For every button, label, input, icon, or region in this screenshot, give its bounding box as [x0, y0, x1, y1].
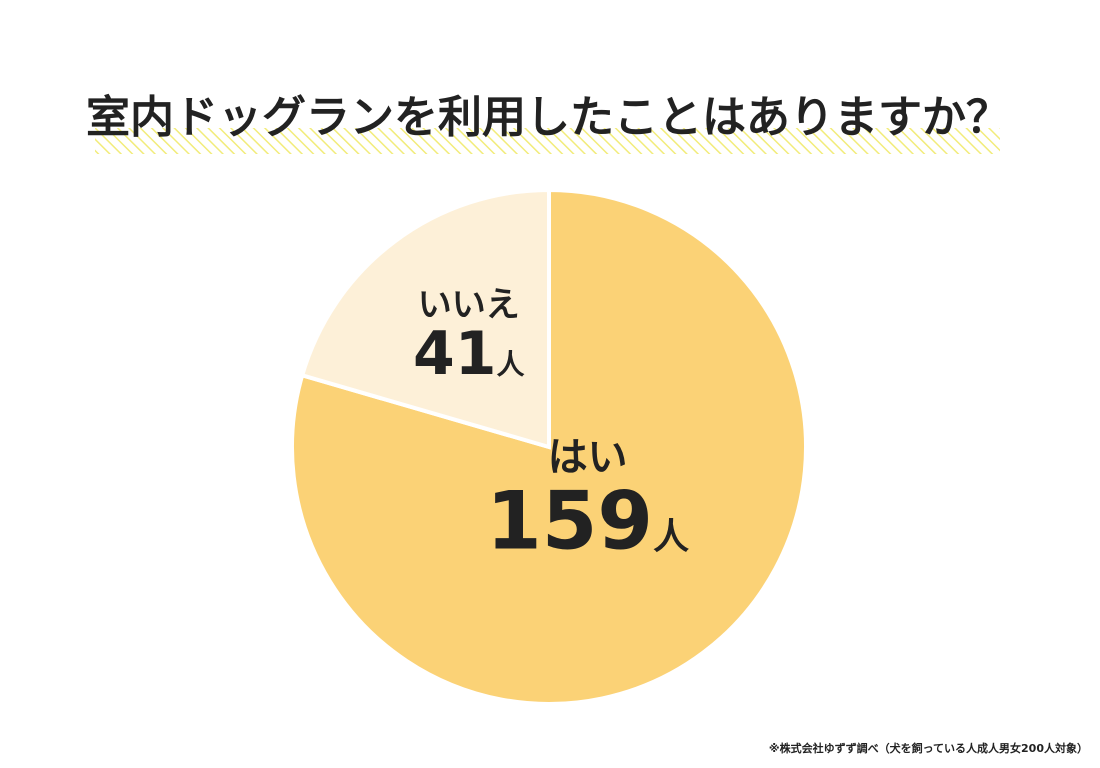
slice-label: 159人 — [486, 474, 689, 567]
slice-category: はい — [548, 434, 628, 480]
slice-category: いいえ — [418, 285, 520, 325]
footnote: ※株式会社ゆずず調べ（犬を飼っている人成人男女200人対象） — [769, 741, 1088, 755]
slice-label: 41人 — [413, 319, 525, 389]
slice-unit: 人 — [497, 348, 525, 381]
pie-slice — [299, 187, 551, 450]
slice-unit: 人 — [653, 516, 689, 557]
title-highlight — [95, 128, 1000, 154]
chart-title: 室内ドッグランを利用したことはありますか？ — [86, 92, 1010, 143]
slice-value: 41 — [413, 319, 497, 389]
slice-value: 159 — [486, 474, 653, 567]
